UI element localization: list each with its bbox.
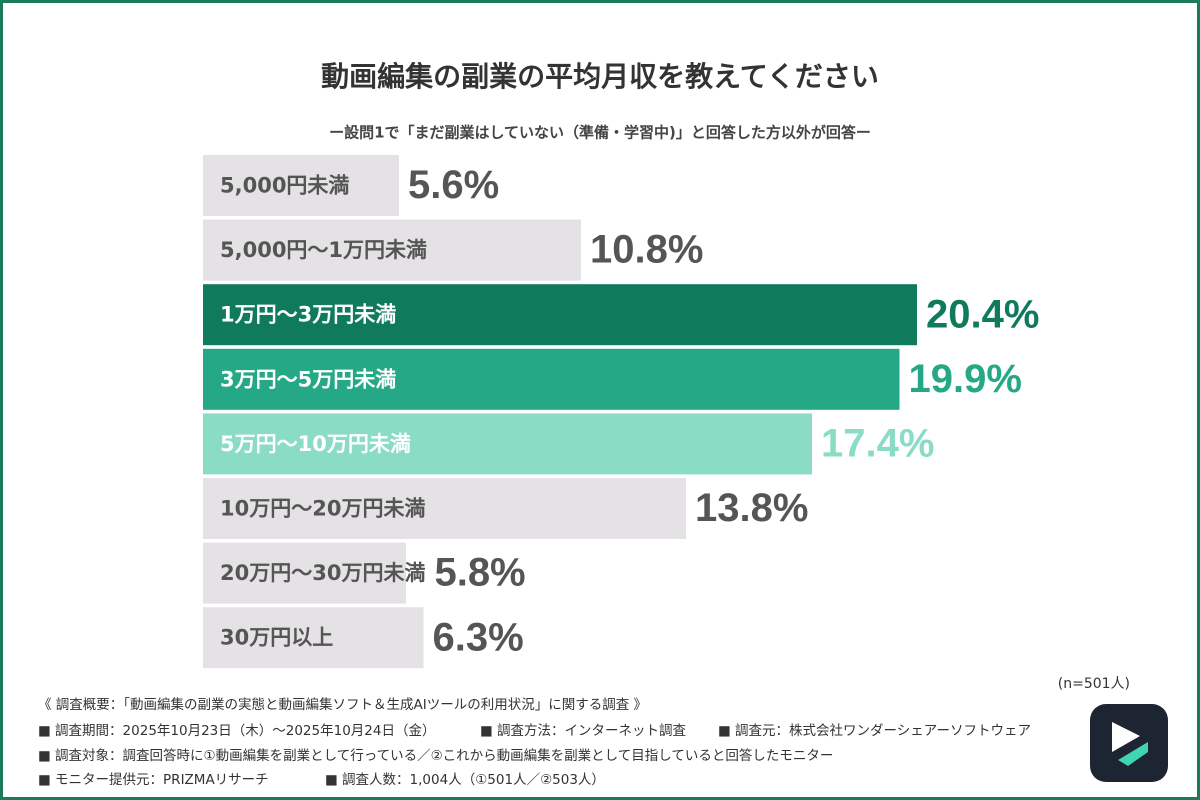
- bar: [203, 155, 399, 216]
- logo: [1090, 704, 1168, 782]
- category-label: 5万円〜10万円未満: [220, 432, 411, 456]
- category-label: 1万円〜3万円未満: [220, 303, 396, 327]
- chart-title: 動画編集の副業の平均月収を教えてください: [321, 60, 879, 93]
- value-label: 13.8%: [695, 486, 808, 530]
- footnote: ■ 調査元：株式会社ワンダーシェアーソフトウェア: [718, 723, 1031, 739]
- bar: [203, 607, 424, 669]
- footnote: ■ モニター提供元：PRIZMAリサーチ: [38, 772, 269, 788]
- category-label: 20万円〜30万円未満: [220, 561, 425, 585]
- bar: [203, 542, 406, 604]
- sample-size: (n=501人): [1058, 676, 1130, 692]
- category-label: 10万円〜20万円未満: [220, 497, 425, 521]
- value-label: 5.8%: [434, 551, 525, 595]
- logo-bg: [1090, 704, 1168, 782]
- category-label: 5,000円未満: [220, 174, 349, 198]
- footnote: ■ 調査期間：2025年10月23日（木）〜2025年10月24日（金）: [38, 723, 435, 739]
- logo-shape: [1112, 722, 1140, 752]
- bar: [203, 348, 900, 410]
- category-label: 3万円〜5万円未満: [220, 367, 396, 391]
- footnote: ■ 調査人数：1,004人（①501人／②503人）: [325, 772, 605, 788]
- value-label: 17.4%: [821, 421, 934, 465]
- value-label: 5.6%: [408, 163, 499, 207]
- category-label: 30万円以上: [220, 626, 333, 650]
- value-label: 10.8%: [590, 228, 703, 272]
- value-label: 19.9%: [909, 357, 1022, 401]
- footnote: ■ 調査対象：調査回答時に①動画編集を副業として行っている／②これから動画編集を…: [38, 747, 833, 764]
- value-label: 6.3%: [433, 615, 524, 659]
- logo-shape: [1118, 742, 1148, 766]
- bar: [203, 478, 686, 539]
- bar: [203, 219, 581, 281]
- value-label: 20.4%: [926, 292, 1039, 336]
- footnote: 《 調査概要：「動画編集の副業の実態と動画編集ソフト＆生成AIツールの利用状況」…: [38, 697, 647, 713]
- category-label: 5,000円〜1万円未満: [220, 238, 427, 262]
- footnote: ■ 調査方法：インターネット調査: [480, 723, 687, 739]
- chart-subtitle: ー設問1で「まだ副業はしていない（準備・学習中)」と回答した方以外が回答ー: [329, 124, 871, 142]
- bar: [203, 413, 812, 475]
- bar: [203, 284, 917, 346]
